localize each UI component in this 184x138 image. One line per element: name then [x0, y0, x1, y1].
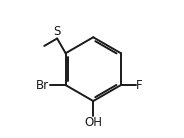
- Text: Br: Br: [36, 79, 49, 92]
- Text: OH: OH: [84, 116, 102, 129]
- Text: S: S: [53, 25, 61, 38]
- Text: F: F: [136, 79, 143, 92]
